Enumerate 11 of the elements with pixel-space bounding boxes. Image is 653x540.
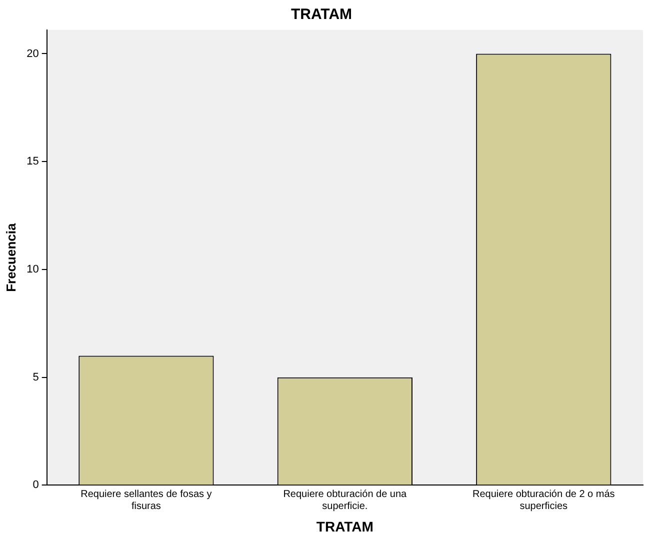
x-tick-label: Requiere sellantes de fosas y fisuras bbox=[80, 488, 212, 512]
y-tick-label: 0 bbox=[32, 479, 39, 492]
x-axis-title: TRATAM bbox=[316, 518, 374, 534]
y-tick-label: 20 bbox=[26, 48, 39, 60]
y-tick-label: 10 bbox=[26, 263, 39, 276]
y-tick-label: 15 bbox=[26, 156, 39, 168]
y-axis-title: Frecuencia bbox=[3, 222, 18, 292]
x-tick-label: Requiere obturación de 2 o más superficies bbox=[472, 488, 615, 512]
x-tick-label: Requiere obturación de una superficie. bbox=[283, 488, 408, 512]
y-tick-label: 5 bbox=[32, 371, 39, 384]
chart-title: TRATAM bbox=[290, 6, 352, 24]
